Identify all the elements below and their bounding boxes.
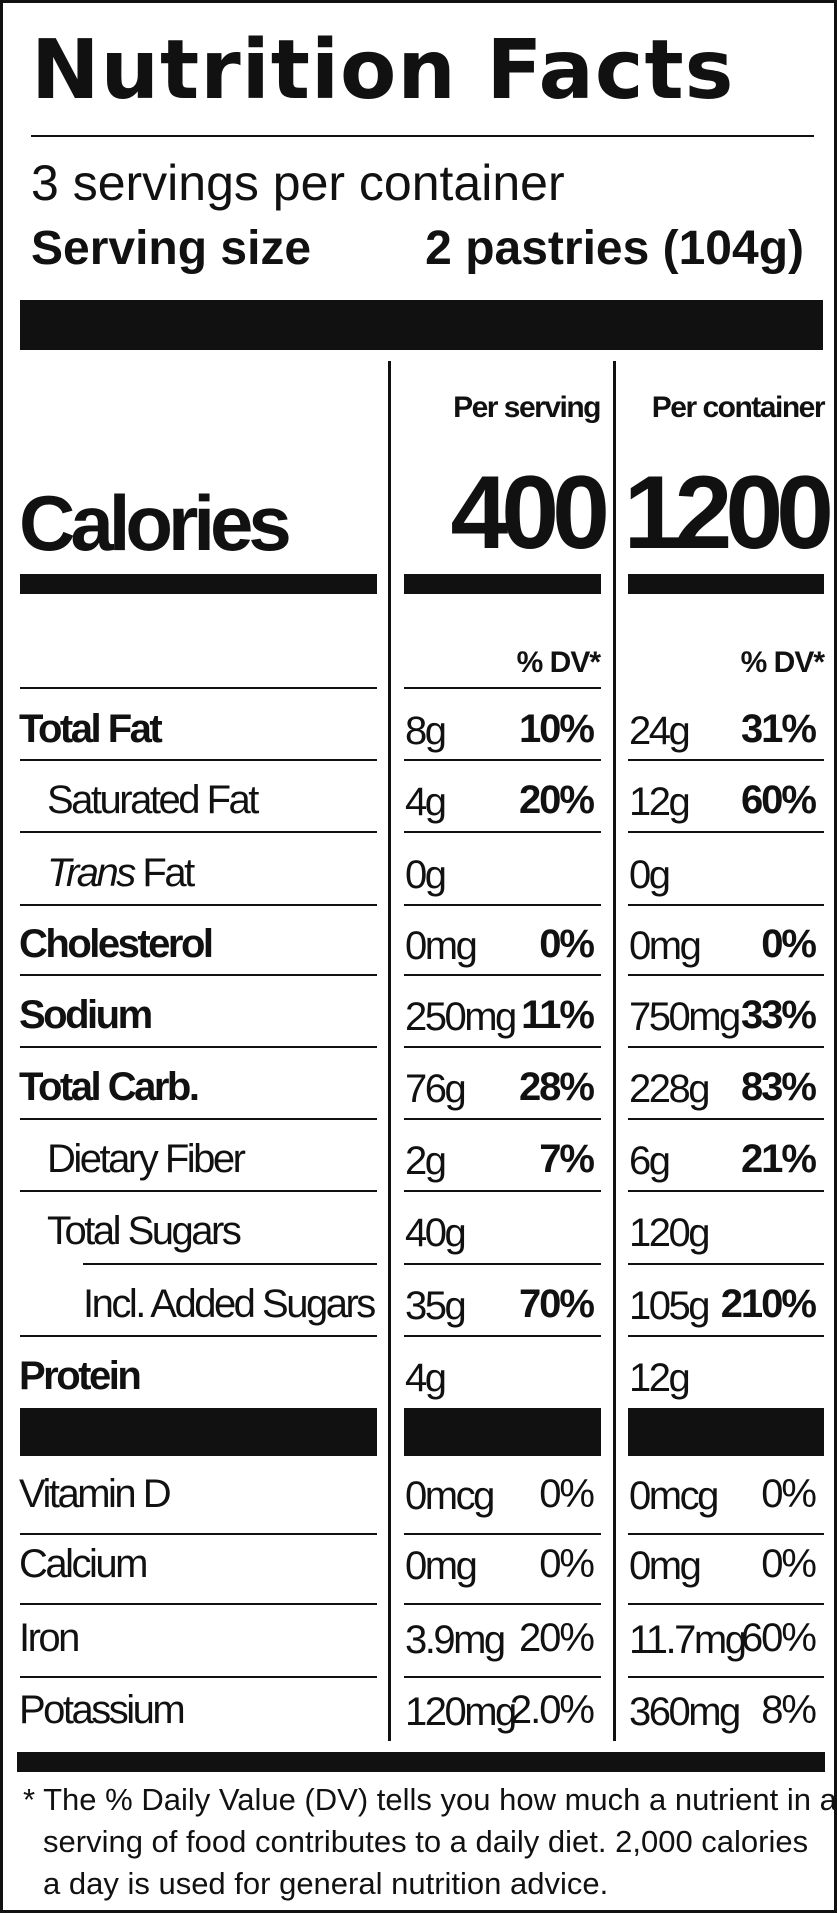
footnote-line: a day is used for general nutrition advi…	[43, 1866, 609, 1901]
container-dv: 60%	[740, 1616, 817, 1660]
serving-dv: 0%	[539, 922, 595, 966]
nutrient-name: Vitamin D	[19, 1472, 172, 1516]
container-amount: 24g	[629, 709, 691, 753]
nutrient-name: Incl. Added Sugars	[83, 1282, 376, 1326]
nutrient-name: Cholesterol	[19, 922, 214, 966]
container-amount: 6g	[629, 1139, 671, 1183]
serving-amount: 0mcg	[405, 1474, 495, 1518]
container-amount: 12g	[629, 780, 691, 824]
dv-header-serving: % DV*	[516, 646, 601, 679]
serving-dv: 20%	[518, 1616, 595, 1660]
serving-amount: 2g	[405, 1139, 447, 1183]
serving-dv: 28%	[518, 1065, 595, 1109]
serving-dv: 70%	[518, 1282, 595, 1326]
container-dv: 210%	[720, 1282, 817, 1326]
serving-amount: 76g	[405, 1067, 467, 1111]
serving-dv: 7%	[539, 1137, 595, 1181]
container-dv: 0%	[761, 1542, 817, 1586]
serving-dv: 0%	[539, 1542, 595, 1586]
container-amount: 12g	[629, 1356, 691, 1400]
calories-label: Calories	[19, 479, 292, 567]
serving-amount: 35g	[405, 1284, 467, 1328]
footnote-line: * The % Daily Value (DV) tells you how m…	[23, 1782, 837, 1817]
dv-header-container: % DV*	[740, 646, 825, 679]
nutrient-name: Protein	[19, 1354, 142, 1398]
container-amount: 120g	[629, 1211, 710, 1255]
thick-bar-footer	[17, 1752, 825, 1772]
container-amount: 0mcg	[629, 1474, 719, 1518]
container-dv: 21%	[740, 1137, 817, 1181]
nutrient-name: Trans Fat	[47, 851, 195, 895]
serving-amount: 8g	[405, 709, 447, 753]
container-amount: 228g	[629, 1067, 710, 1111]
servings-per-container: 3 servings per container	[31, 155, 565, 211]
nutrient-name: Saturated Fat	[47, 778, 259, 822]
nutrient-name: Iron	[19, 1616, 80, 1660]
column-divider-left	[388, 361, 391, 1741]
nutrient-name: Calcium	[19, 1542, 148, 1586]
container-amount: 11.7mg	[629, 1618, 747, 1662]
title-divider	[31, 135, 814, 137]
thick-bar-protein-container	[628, 1408, 824, 1456]
container-amount: 0mg	[629, 924, 702, 968]
serving-dv: 11%	[521, 993, 595, 1037]
nutrient-name: Total Sugars	[47, 1209, 242, 1253]
container-amount: 0g	[629, 853, 671, 897]
container-amount: 0mg	[629, 1544, 702, 1588]
serving-amount: 250mg	[405, 995, 517, 1039]
thick-bar-top	[20, 300, 823, 350]
nutrient-name: Sodium	[19, 993, 153, 1037]
nutrient-name: Dietary Fiber	[47, 1137, 246, 1181]
container-amount: 360mg	[629, 1690, 741, 1734]
container-dv: 8%	[761, 1688, 817, 1732]
nutrient-name: Total Fat	[19, 707, 163, 751]
thick-bar-protein-name	[20, 1408, 377, 1456]
column-divider-right	[613, 361, 616, 1741]
container-dv: 0%	[761, 922, 817, 966]
thick-bar-protein-serving	[404, 1408, 601, 1456]
container-dv: 60%	[740, 778, 817, 822]
calories-per-serving: 400	[450, 455, 610, 571]
container-dv: 0%	[761, 1472, 817, 1516]
serving-dv: 0%	[539, 1472, 595, 1516]
container-dv: 31%	[740, 707, 817, 751]
calories-bar-serving	[404, 574, 601, 594]
serving-size-value: 2 pastries (104g)	[425, 222, 804, 275]
nutrient-name: Total Carb.	[19, 1065, 200, 1109]
nutrient-name: Potassium	[19, 1688, 186, 1732]
serving-amount: 3.9mg	[405, 1618, 506, 1662]
daily-value-footnote: * The % Daily Value (DV) tells you how m…	[23, 1779, 837, 1905]
container-dv: 33%	[740, 993, 817, 1037]
serving-amount: 0g	[405, 853, 447, 897]
calories-per-container: 1200	[623, 455, 834, 571]
column-header-per-container: Per container	[651, 391, 826, 424]
serving-dv: 20%	[518, 778, 595, 822]
serving-dv: 10%	[518, 707, 595, 751]
serving-amount: 120mg	[405, 1690, 517, 1734]
container-dv: 83%	[740, 1065, 817, 1109]
serving-size-label: Serving size	[31, 222, 312, 275]
container-amount: 105g	[629, 1284, 710, 1328]
calories-bar-name	[20, 574, 377, 594]
label-title: Nutrition Facts	[31, 23, 735, 118]
calories-bar-container	[628, 574, 824, 594]
column-header-per-serving: Per serving	[453, 391, 601, 424]
serving-amount: 0mg	[405, 924, 478, 968]
serving-dv: 2.0%	[509, 1688, 595, 1732]
serving-amount: 40g	[405, 1211, 467, 1255]
serving-amount: 4g	[405, 780, 447, 824]
container-amount: 750mg	[629, 995, 741, 1039]
footnote-line: serving of food contributes to a daily d…	[43, 1824, 809, 1859]
serving-amount: 4g	[405, 1356, 447, 1400]
serving-amount: 0mg	[405, 1544, 478, 1588]
